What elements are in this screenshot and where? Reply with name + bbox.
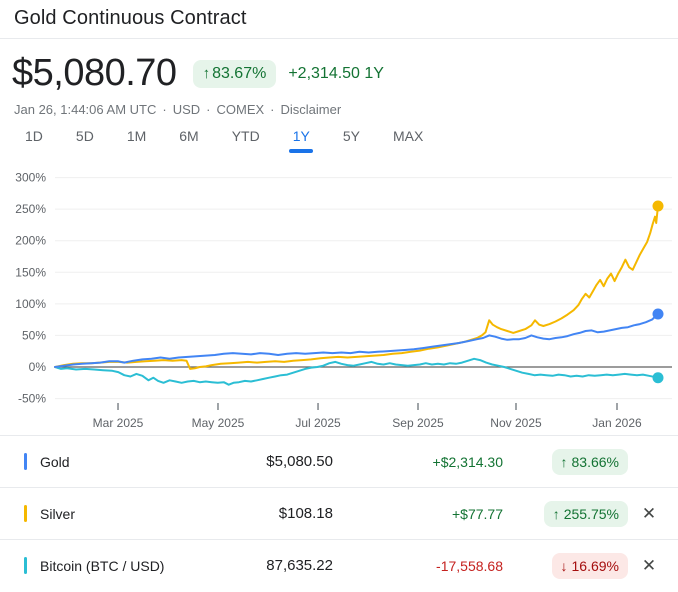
header-divider bbox=[0, 38, 678, 39]
series-color-marker bbox=[24, 505, 27, 522]
percent-change-value: 83.67% bbox=[212, 64, 267, 82]
percent-change-badge: ↑ 83.67% bbox=[192, 59, 277, 88]
row-badge-cell: ↓ 16.69% bbox=[503, 552, 628, 579]
down-arrow-icon: ↓ bbox=[560, 557, 568, 574]
timestamp: Jan 26, 1:44:06 AM UTC bbox=[14, 102, 157, 117]
currency-label: USD bbox=[172, 102, 201, 117]
dot-separator: · bbox=[162, 102, 167, 117]
absolute-change: +2,314.50 1Y bbox=[288, 64, 384, 82]
series-color-marker bbox=[24, 557, 27, 574]
row-value: 87,635.22 bbox=[266, 557, 333, 574]
up-arrow-icon: ↑ bbox=[560, 453, 568, 470]
tab-6m[interactable]: 6M bbox=[179, 126, 198, 153]
y-axis-label: 250% bbox=[15, 202, 46, 216]
page-title: Gold Continuous Contract bbox=[14, 7, 247, 29]
row-change: +$2,314.30 bbox=[432, 453, 503, 470]
disclaimer-link[interactable]: Disclaimer bbox=[280, 102, 342, 117]
series-line-silver bbox=[54, 205, 659, 370]
row-name: Silver bbox=[40, 505, 76, 522]
series-line-bitcoin bbox=[54, 357, 659, 386]
row-value: $5,080.50 bbox=[266, 453, 333, 470]
tab-ytd[interactable]: YTD bbox=[232, 126, 260, 153]
tab-5y[interactable]: 5Y bbox=[343, 126, 360, 153]
up-arrow-icon: ↑ bbox=[202, 65, 211, 82]
remove-comparison-button[interactable]: ✕ bbox=[634, 553, 664, 578]
row-percent-badge: ↑ 83.66% bbox=[551, 448, 628, 475]
quote-summary: $5,080.70 ↑ 83.67% +2,314.50 1Y bbox=[12, 52, 384, 95]
comparison-row-silver[interactable]: Silver $108.18 +$77.77 ↑ 255.75% ✕ bbox=[0, 487, 678, 539]
exchange-label: COMEX bbox=[216, 102, 265, 117]
x-axis-label: Jan 2026 bbox=[592, 416, 642, 430]
dot-separator: · bbox=[270, 102, 275, 117]
series-end-dot-bitcoin bbox=[652, 372, 664, 384]
up-arrow-icon: ↑ bbox=[552, 505, 560, 522]
row-name: Bitcoin (BTC / USD) bbox=[40, 557, 165, 574]
tab-5d[interactable]: 5D bbox=[76, 126, 94, 153]
price-chart[interactable]: 300% 250% 200% 150% 100% 50% 0% -50% Mar 2025 May… bbox=[0, 165, 678, 433]
remove-comparison-button[interactable]: ✕ bbox=[634, 501, 664, 526]
row-change: -17,558.68 bbox=[436, 557, 503, 574]
row-badge-cell: ↑ 255.75% bbox=[503, 500, 628, 527]
active-tab-underline bbox=[289, 149, 314, 153]
tab-1m[interactable]: 1M bbox=[127, 126, 146, 153]
tab-1y[interactable]: 1Y bbox=[289, 126, 314, 153]
y-axis-label: 100% bbox=[15, 297, 46, 311]
x-axis-label: Mar 2025 bbox=[93, 416, 144, 430]
y-axis-label: -50% bbox=[18, 392, 46, 406]
x-axis-label: Jul 2025 bbox=[295, 416, 341, 430]
row-percent-badge: ↑ 255.75% bbox=[543, 500, 628, 527]
x-axis-label: May 2025 bbox=[192, 416, 245, 430]
row-change: +$77.77 bbox=[452, 505, 503, 522]
y-axis-label: 0% bbox=[29, 360, 47, 374]
y-axis-label: 300% bbox=[15, 171, 46, 185]
current-price: $5,080.70 bbox=[12, 52, 177, 94]
dot-separator: · bbox=[206, 102, 211, 117]
x-axis-label: Nov 2025 bbox=[490, 416, 542, 430]
row-percent-value: 16.69% bbox=[571, 557, 619, 574]
comparison-row-gold[interactable]: Gold$5,080.50+$2,314.30↑83.66%✕ bbox=[0, 435, 678, 487]
y-axis-label: 150% bbox=[15, 265, 46, 279]
y-axis-label: 50% bbox=[22, 328, 46, 342]
series-color-marker bbox=[24, 453, 27, 470]
series-line-gold bbox=[54, 313, 659, 368]
row-value: $108.18 bbox=[278, 505, 333, 522]
tab-max[interactable]: MAX bbox=[393, 126, 423, 153]
y-axis-label: 200% bbox=[15, 234, 46, 248]
x-axis-label: Sep 2025 bbox=[392, 416, 444, 430]
comparison-row-bitcoin[interactable]: Bitcoin (BTC / USD) 87,635.22 -17,558.68 ↓ 1… bbox=[0, 539, 678, 591]
row-name: Gold bbox=[40, 453, 70, 470]
comparison-table: Gold$5,080.50+$2,314.30↑83.66%✕Silver$10… bbox=[0, 435, 678, 591]
series-end-dot-silver bbox=[652, 200, 664, 212]
row-percent-value: 255.75% bbox=[563, 505, 619, 522]
series-end-dot-gold bbox=[652, 308, 664, 320]
range-tabs: 1D 5D 1M 6M YTD 1Y 5Y MAX bbox=[25, 126, 423, 153]
row-percent-value: 83.66% bbox=[571, 453, 619, 470]
close-icon: ✕ bbox=[641, 556, 657, 575]
tab-1d[interactable]: 1D bbox=[25, 126, 43, 153]
row-badge-cell: ↑ 83.66% bbox=[503, 448, 628, 475]
row-percent-badge: ↓ 16.69% bbox=[551, 552, 628, 579]
quote-meta: Jan 26, 1:44:06 AM UTC · USD · COMEX · D… bbox=[14, 102, 341, 117]
close-icon: ✕ bbox=[641, 504, 657, 523]
